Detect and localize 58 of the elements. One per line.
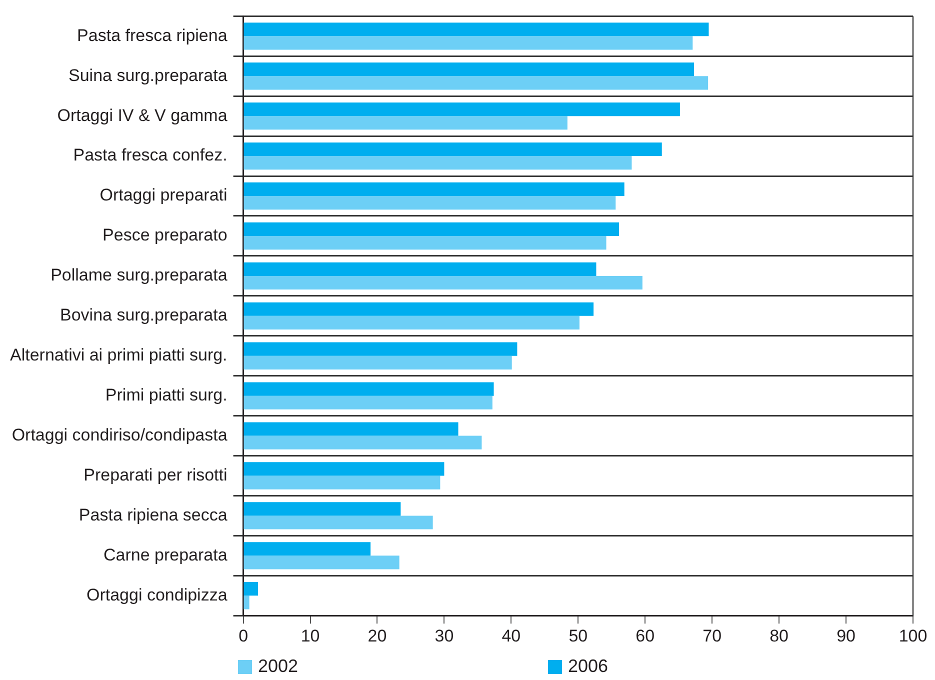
x-tick-label: 20 <box>368 626 387 646</box>
bar <box>244 516 433 530</box>
y-tick-label: Ortaggi condiriso/condipasta <box>12 425 228 444</box>
bar <box>244 356 512 370</box>
bar <box>244 396 492 410</box>
y-tick-label: Alternativi ai primi piatti surg. <box>10 346 228 365</box>
bar <box>244 462 444 476</box>
x-tick-label: 10 <box>300 626 320 646</box>
y-tick-label: Carne preparata <box>103 545 228 564</box>
bar <box>244 436 482 450</box>
x-tick-label: 70 <box>702 626 722 646</box>
x-tick-label: 30 <box>434 626 454 646</box>
bar <box>244 582 258 596</box>
bar <box>244 222 619 236</box>
x-tick-label: 40 <box>502 626 521 646</box>
y-tick-label: Suina surg.preparata <box>68 66 228 85</box>
x-tick-label: 60 <box>636 626 655 646</box>
legend-label: 2006 <box>568 656 608 677</box>
bar <box>244 156 632 170</box>
y-tick-label: Ortaggi condipizza <box>86 585 228 604</box>
bar <box>244 116 568 130</box>
bar <box>244 542 371 556</box>
y-tick-label: Primi piatti surg. <box>105 386 228 405</box>
bar <box>244 316 580 330</box>
x-tick-label: 80 <box>770 626 789 646</box>
bar <box>244 22 709 36</box>
bar <box>244 422 458 436</box>
bar <box>244 76 708 90</box>
bar <box>244 476 440 490</box>
bar <box>244 382 494 396</box>
y-tick-label: Ortaggi preparati <box>100 186 228 205</box>
bar <box>244 36 693 50</box>
bar <box>244 196 616 210</box>
bar <box>244 142 662 156</box>
bar <box>244 276 642 290</box>
y-tick-label: Bovina surg.preparata <box>60 306 228 325</box>
bar <box>244 302 594 316</box>
bar <box>244 502 401 516</box>
y-tick-label: Pasta ripiena secca <box>78 505 228 524</box>
y-tick-label: Preparati per risotti <box>84 465 228 484</box>
x-tick-label: 50 <box>568 626 588 646</box>
bar <box>244 342 518 356</box>
bar <box>244 236 606 250</box>
x-tick-label: 90 <box>836 626 856 646</box>
bar <box>244 62 694 76</box>
x-tick-label: 0 <box>238 626 248 646</box>
bar <box>244 262 596 276</box>
y-tick-label: Pollame surg.preparata <box>50 266 228 285</box>
x-tick-label: 100 <box>898 626 928 646</box>
bar <box>244 102 680 116</box>
legend-label: 2002 <box>258 656 298 677</box>
y-tick-label: Pasta fresca ripiena <box>77 26 228 45</box>
y-tick-label: Pesce preparato <box>102 226 228 245</box>
y-tick-label: Pasta fresca confez. <box>73 146 228 165</box>
bar <box>244 596 250 610</box>
bar <box>244 182 624 196</box>
y-tick-label: Ortaggi IV & V gamma <box>57 106 228 125</box>
bar <box>244 556 400 570</box>
